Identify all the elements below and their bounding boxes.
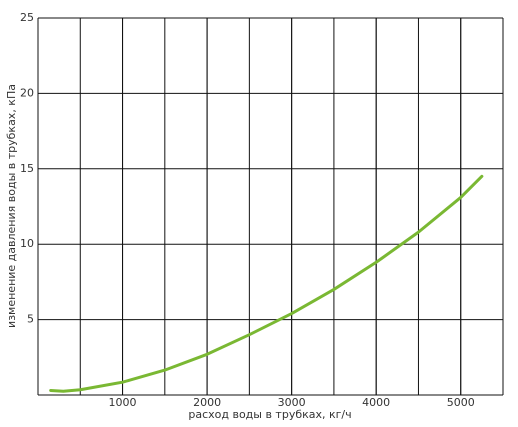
x-tick-label: 2000: [193, 396, 221, 409]
y-tick-label: 5: [27, 313, 34, 326]
x-tick-label: 5000: [447, 396, 475, 409]
y-tick-label: 20: [20, 86, 34, 99]
y-axis-label: изменение давления воды в трубках, кПа: [5, 84, 18, 328]
x-tick-label: 3000: [278, 396, 306, 409]
y-tick-label: 25: [20, 11, 34, 24]
x-tick-label: 1000: [109, 396, 137, 409]
y-tick-label: 10: [20, 237, 34, 250]
data-line: [49, 174, 484, 393]
x-axis-label: расход воды в трубках, кг/ч: [188, 408, 351, 421]
y-tick-label: 15: [20, 162, 34, 175]
x-tick-label: 4000: [362, 396, 390, 409]
